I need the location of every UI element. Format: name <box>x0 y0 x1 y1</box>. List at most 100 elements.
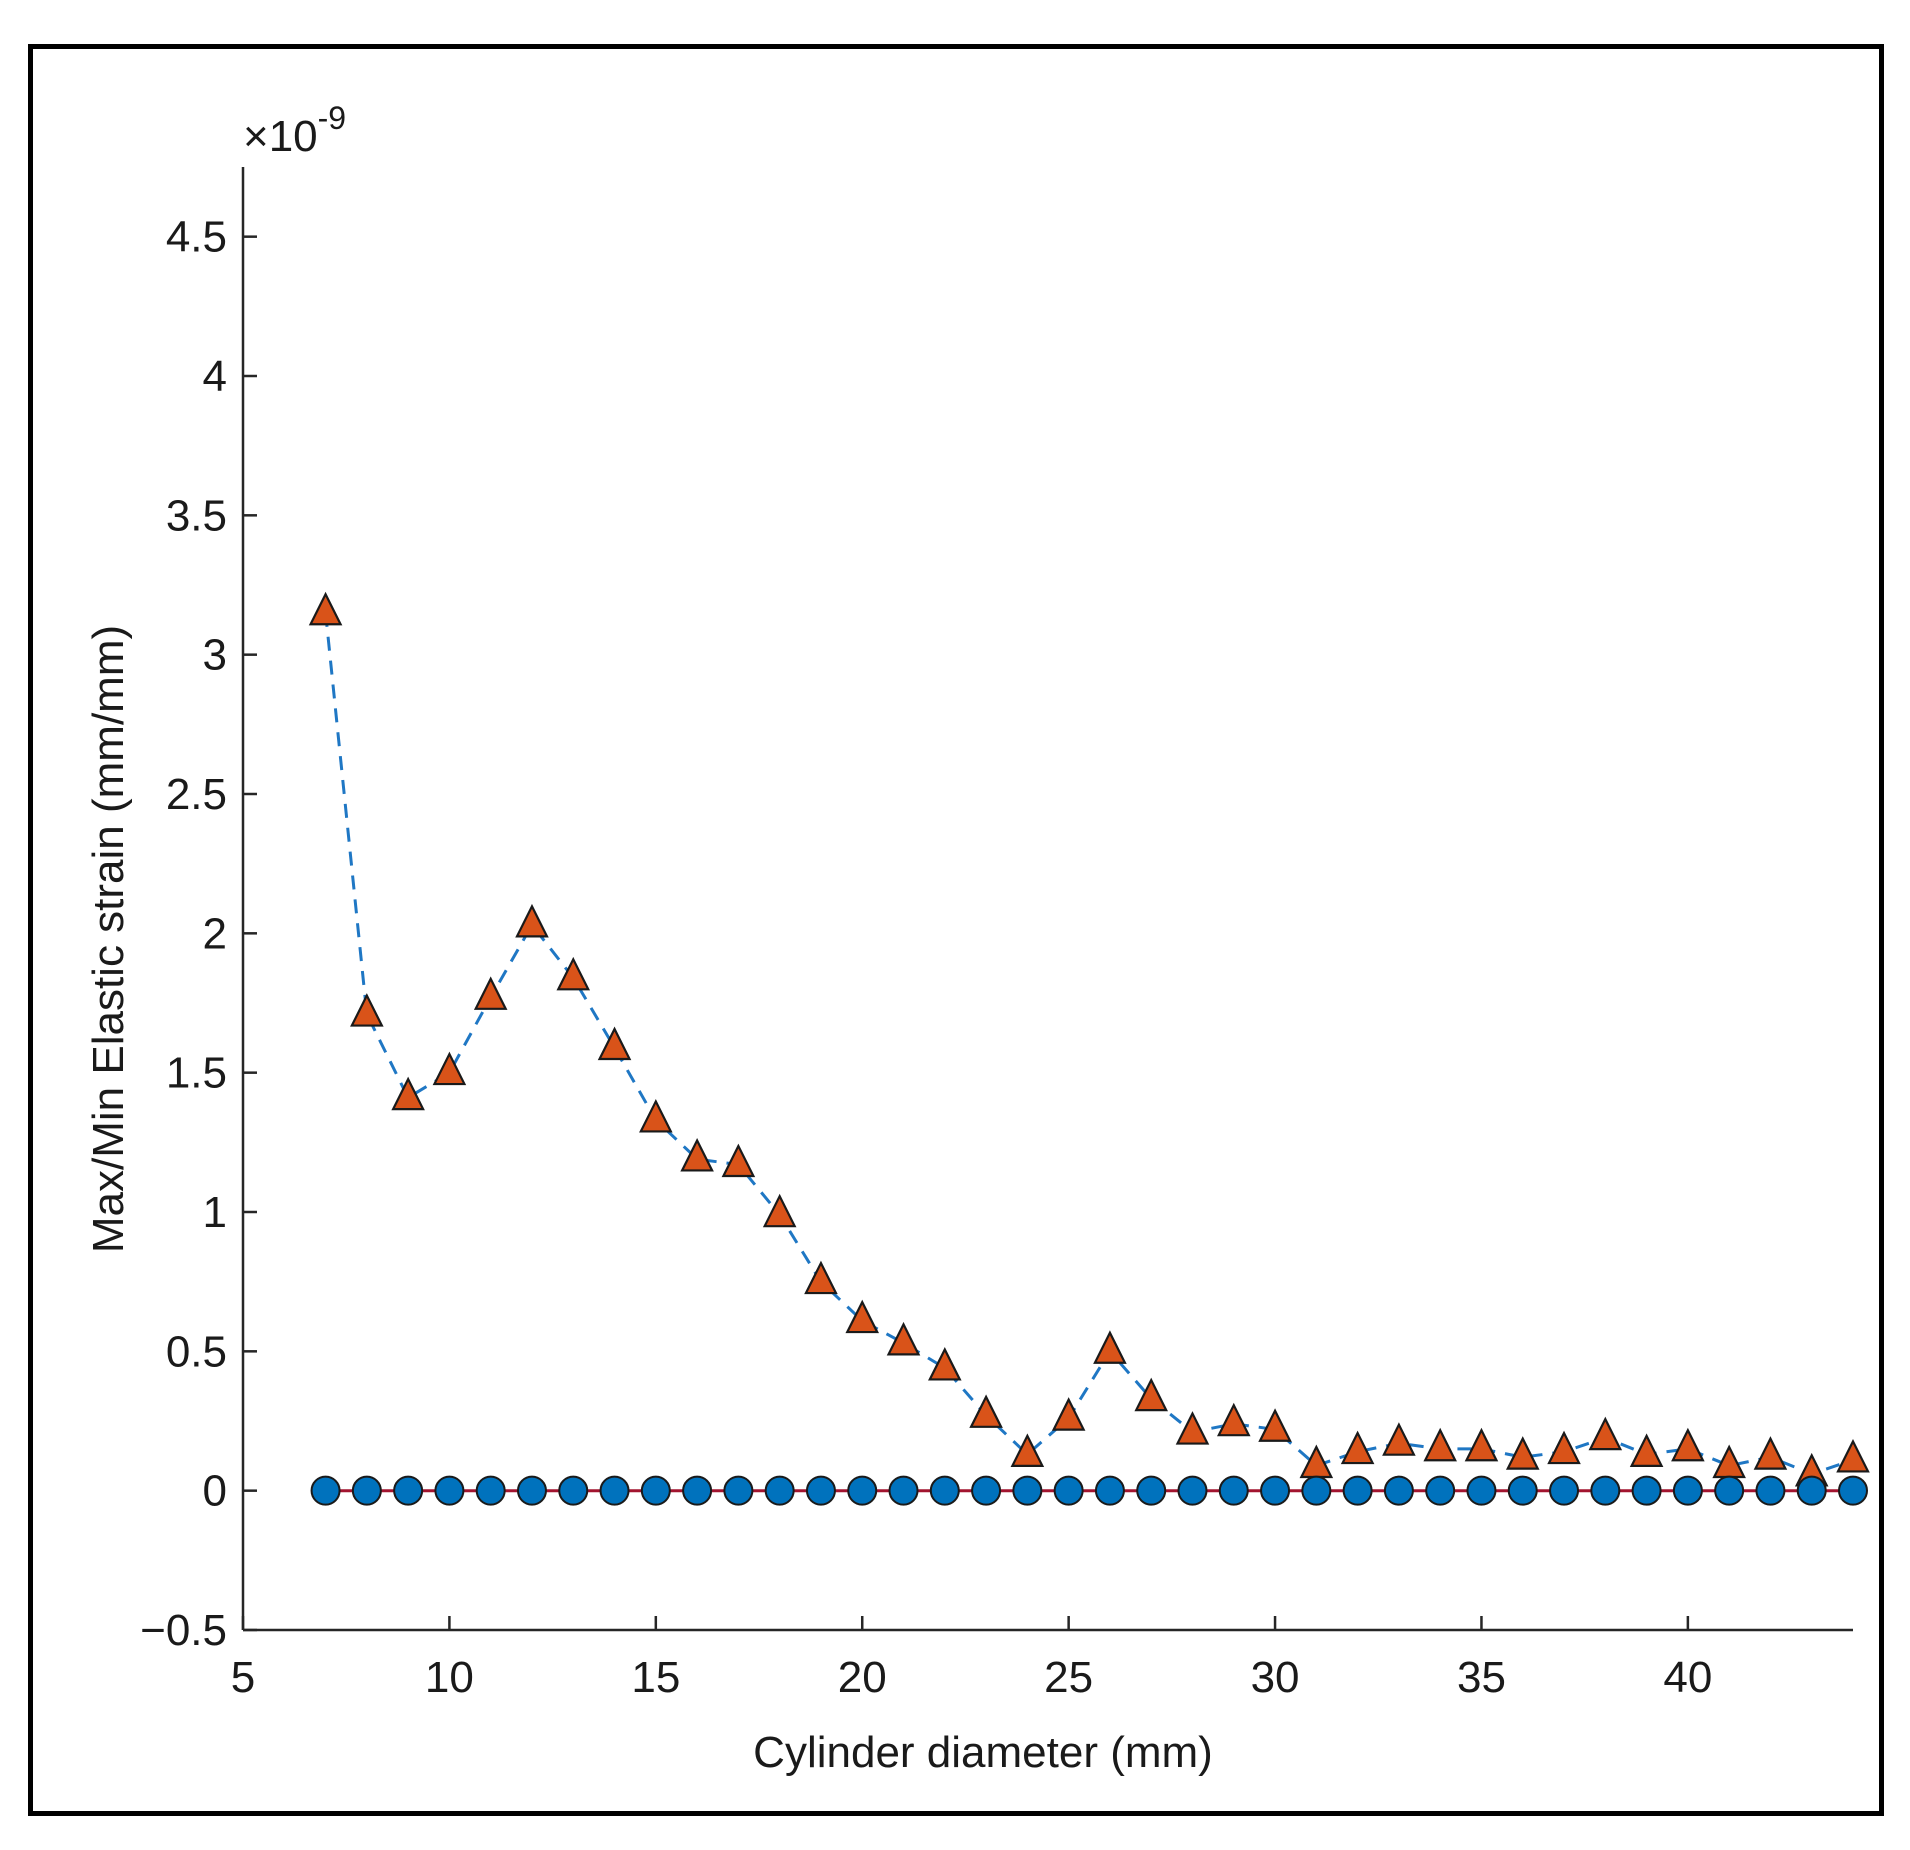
data-point-triangle <box>556 956 591 991</box>
y-axis-title: Max/Min Elastic strain (mm/mm) <box>84 625 133 1253</box>
data-point-circle <box>971 1475 1002 1506</box>
y-tick-label: 2.5 <box>166 770 227 819</box>
data-point-triangle <box>928 1346 962 1381</box>
data-point-triangle <box>1423 1427 1457 1462</box>
x-axis-title: Cylinder diameter (mm) <box>753 1728 1213 1777</box>
data-point-triangle <box>886 1321 921 1356</box>
y-tick-label: 3 <box>203 631 227 680</box>
data-point-circle <box>682 1475 713 1506</box>
data-point-triangle <box>1547 1430 1581 1465</box>
data-point-circle <box>434 1475 465 1506</box>
data-point-circle <box>599 1475 630 1506</box>
data-point-circle <box>1425 1475 1456 1506</box>
data-point-triangle <box>1010 1433 1045 1467</box>
data-point-circle <box>1342 1475 1373 1506</box>
data-point-triangle <box>680 1137 714 1172</box>
data-point-triangle <box>515 903 549 938</box>
data-point-circle <box>888 1475 919 1506</box>
x-tick-label: 40 <box>1663 1653 1712 1702</box>
data-point-triangle <box>308 591 343 626</box>
data-point-circle <box>1012 1475 1043 1506</box>
data-point-circle <box>351 1475 382 1506</box>
data-point-triangle <box>721 1143 756 1178</box>
data-point-triangle <box>1134 1377 1168 1412</box>
x-tick-label: 5 <box>231 1653 255 1702</box>
data-point-circle <box>1755 1475 1786 1506</box>
data-point-circle <box>1590 1475 1621 1506</box>
data-point-triangle <box>473 976 508 1010</box>
chart-axes <box>241 167 1853 1632</box>
data-point-circle <box>1507 1475 1538 1506</box>
data-point-triangle <box>597 1026 632 1061</box>
y-tick-label: 0 <box>203 1467 227 1516</box>
data-point-circle <box>1383 1475 1414 1506</box>
data-point-triangle <box>639 1098 673 1133</box>
y-tick-label: 0.5 <box>166 1327 227 1376</box>
data-point-circle <box>1672 1475 1703 1506</box>
data-point-triangle <box>1753 1436 1788 1470</box>
data-point-circle <box>516 1475 547 1506</box>
data-point-circle <box>640 1475 671 1506</box>
data-point-triangle <box>350 993 384 1027</box>
data-point-circle <box>1260 1475 1291 1506</box>
data-point-triangle <box>1464 1427 1499 1462</box>
data-point-triangle <box>762 1193 797 1228</box>
y-tick-label: 4 <box>203 352 227 401</box>
data-point-triangle <box>1671 1427 1705 1462</box>
data-point-circle <box>1838 1475 1868 1506</box>
y-ticks: −0.5 0 0.5 1 1.5 2 2.5 3 3.5 4 4.5 <box>140 213 257 1655</box>
data-point-circle <box>1796 1475 1827 1506</box>
data-point-circle <box>847 1475 878 1506</box>
data-point-circle <box>1053 1475 1084 1506</box>
x-tick-label: 30 <box>1251 1653 1300 1702</box>
data-point-triangle <box>804 1260 838 1295</box>
x-tick-label: 25 <box>1044 1653 1093 1702</box>
data-point-circle <box>393 1475 424 1506</box>
y-tick-label: −0.5 <box>140 1606 227 1655</box>
data-point-circle <box>1301 1475 1332 1506</box>
data-point-circle <box>1136 1475 1167 1506</box>
data-point-circle <box>1218 1475 1249 1506</box>
y-tick-label: 1 <box>203 1188 227 1237</box>
data-point-circle <box>929 1475 960 1506</box>
data-point-triangle <box>969 1394 1003 1428</box>
data-point-triangle <box>432 1051 467 1086</box>
data-point-circle <box>1094 1475 1125 1506</box>
y-tick-label: 2 <box>203 909 227 958</box>
data-point-triangle <box>1175 1411 1210 1445</box>
data-point-triangle <box>1836 1438 1870 1473</box>
x-tick-label: 10 <box>425 1653 474 1702</box>
data-point-circle <box>310 1475 341 1506</box>
data-point-triangle <box>1588 1416 1623 1451</box>
data-point-triangle <box>845 1299 880 1334</box>
data-point-circle <box>1177 1475 1208 1506</box>
data-point-triangle <box>1051 1397 1086 1431</box>
data-point-circle <box>1631 1475 1662 1506</box>
series-line <box>324 612 1854 1476</box>
data-point-circle <box>558 1475 589 1506</box>
y-tick-label: 4.5 <box>166 213 227 262</box>
data-point-triangle <box>391 1076 425 1111</box>
data-point-triangle <box>1382 1422 1416 1456</box>
chart-series <box>308 591 1870 1506</box>
y-exponent-label: ×10-9 <box>243 100 346 161</box>
figure-frame: 5 10 15 20 25 30 35 40 −0.5 0 0.5 1 1.5 2 2.5 3 3.5 4 4.5… <box>28 44 1884 1816</box>
chart: 5 10 15 20 25 30 35 40 −0.5 0 0.5 1 1.5 2 2.5 3 3.5 4 4.5… <box>84 100 1870 1777</box>
data-point-circle <box>1549 1475 1580 1506</box>
data-point-triangle <box>1505 1436 1540 1470</box>
data-point-circle <box>1714 1475 1745 1506</box>
data-point-circle <box>1466 1475 1497 1506</box>
data-point-circle <box>805 1475 836 1506</box>
data-point-triangle <box>1258 1408 1292 1442</box>
data-point-circle <box>475 1475 506 1506</box>
y-tick-label: 1.5 <box>166 1049 227 1098</box>
data-point-triangle <box>1216 1402 1251 1437</box>
data-point-triangle <box>1340 1430 1375 1465</box>
data-point-triangle <box>1629 1433 1664 1467</box>
data-point-triangle <box>1093 1330 1127 1364</box>
x-tick-label: 20 <box>838 1653 887 1702</box>
data-point-circle <box>764 1475 795 1506</box>
y-tick-label: 3.5 <box>166 491 227 540</box>
x-tick-label: 35 <box>1457 1653 1506 1702</box>
data-point-circle <box>723 1475 754 1506</box>
